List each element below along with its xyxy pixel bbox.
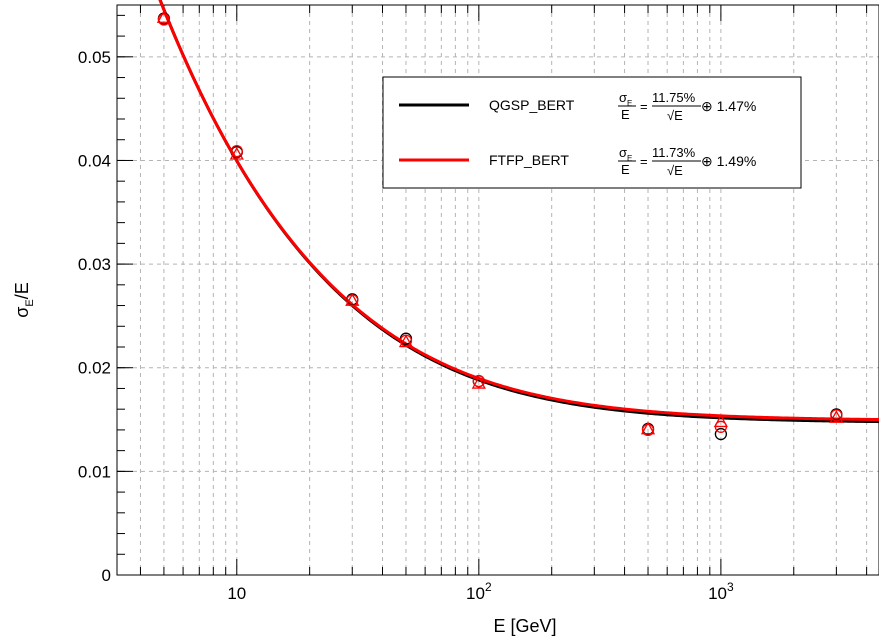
data-point-triangle <box>229 146 244 160</box>
legend: QGSP_BERT σ EE=11.75%√E⊕ 1.47%FTFP_BERT σ EE… <box>382 76 802 189</box>
data-point-triangle <box>640 421 656 435</box>
data-point-circle <box>714 427 728 441</box>
data-point-circle <box>472 375 485 388</box>
legend-formula-num-sub: E <box>627 99 632 108</box>
y-axis-title: σE/E <box>12 282 36 317</box>
fit-curve-ftfp_bert <box>158 0 879 422</box>
plot-frame <box>116 4 879 576</box>
legend-equals: = <box>640 154 648 169</box>
data-points <box>156 10 844 441</box>
legend-formula-num: σ <box>619 145 627 160</box>
x-tick-label-base: 10 <box>227 584 246 603</box>
legend-label: FTFP_BERT <box>489 152 569 168</box>
y-tick-label: 0.04 <box>78 151 111 170</box>
svg-text:σE/E: σE/E <box>12 282 36 317</box>
x-tick-label-base: 10 <box>466 584 485 603</box>
y-tick-label: 0.01 <box>78 462 111 481</box>
data-point-triangle <box>471 375 486 389</box>
x-tick-label-exp: 2 <box>485 580 492 594</box>
legend-formula-num: σ <box>619 90 627 105</box>
data-point-circle <box>830 409 843 422</box>
y-tick-label: 0.03 <box>78 255 111 274</box>
legend-stochastic: 11.73% <box>652 145 696 160</box>
y-axis-title-sub: E <box>24 299 36 306</box>
legend-sqrt-den: √E <box>667 108 683 123</box>
data-point-triangle <box>398 334 414 348</box>
legend-sqrt-den: √E <box>667 163 683 178</box>
x-tick-label: 102 <box>466 580 492 603</box>
data-point-triangle <box>829 410 844 423</box>
x-tick-label: 10 <box>227 584 246 603</box>
legend-constant: ⊕ 1.47% <box>701 98 756 114</box>
x-tick-label: 103 <box>708 580 734 603</box>
y-tick-label: 0.05 <box>78 48 111 67</box>
fit-curve-qgsp_bert <box>158 0 879 424</box>
data-point-circle <box>641 423 655 437</box>
y-axis-title-sigma: σ <box>12 307 32 318</box>
x-tick-label-base: 10 <box>708 584 727 603</box>
legend-label: QGSP_BERT <box>489 97 575 113</box>
data-point-triangle <box>345 293 360 306</box>
y-tick-label: 0 <box>102 566 111 585</box>
grid <box>117 5 879 575</box>
legend-constant: ⊕ 1.49% <box>701 153 756 169</box>
data-point-circle <box>230 144 243 158</box>
fit-curves <box>158 0 879 424</box>
legend-equals: = <box>640 99 648 114</box>
x-axis-title: E [GeV] <box>493 616 556 636</box>
data-point-triangle <box>713 414 728 428</box>
legend-formula-num-sub: E <box>627 154 632 163</box>
legend-formula-den: E <box>621 107 630 122</box>
legend-formula-den: E <box>621 162 630 177</box>
data-point-triangle <box>156 10 172 23</box>
legend-stochastic: 11.75% <box>652 90 696 105</box>
y-tick-label: 0.02 <box>78 359 111 378</box>
data-point-circle <box>157 13 171 26</box>
x-tick-label-exp: 3 <box>727 580 734 594</box>
y-axis-title-tail: /E <box>12 282 32 299</box>
legend-box <box>382 76 802 189</box>
